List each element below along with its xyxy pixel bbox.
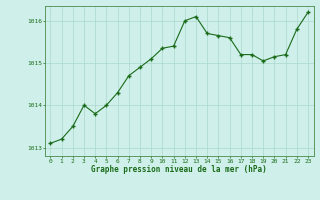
X-axis label: Graphe pression niveau de la mer (hPa): Graphe pression niveau de la mer (hPa)	[91, 165, 267, 174]
